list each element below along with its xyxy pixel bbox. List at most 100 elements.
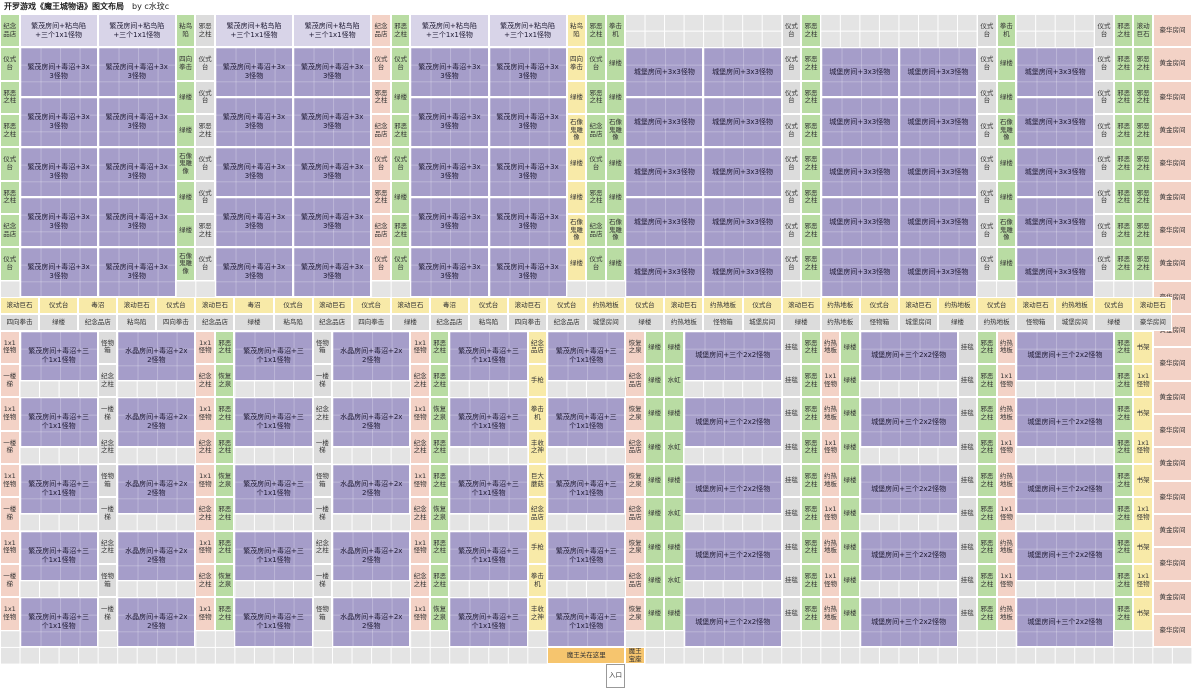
entrance: 入口 <box>605 664 626 688</box>
room: 城堡房间+三个2x2怪物 <box>859 330 958 381</box>
tile: 挂毯 <box>957 564 978 598</box>
tile: 豪华房间 <box>1152 214 1192 248</box>
tile: 约热地板 <box>820 297 860 314</box>
room: 繁茂房间+毒沼+3x3怪物 <box>488 247 567 298</box>
room: 城堡房间+三个2x2怪物 <box>1016 397 1114 448</box>
tile: 豪华房间 <box>1152 614 1192 648</box>
tile: 仪式台 <box>0 147 20 181</box>
tile: 绿楼 <box>840 497 860 531</box>
tile: 拳击机 <box>527 397 548 431</box>
tile: 仪式台 <box>859 297 899 314</box>
tile: 书架 <box>1133 330 1153 364</box>
tile: 1x1怪物 <box>820 364 841 398</box>
room: 城堡房间+三个2x2怪物 <box>859 530 958 581</box>
tile: 仪式台 <box>586 47 606 81</box>
room: 城堡房间+三个2x2怪物 <box>859 597 958 648</box>
room: 繁茂房间+毒沼+3x3怪物 <box>488 47 567 98</box>
room: 水晶房间+毒沼+2x2怪物 <box>117 464 196 514</box>
tile: 邪恶之柱 <box>801 497 821 531</box>
tile: 绿楼 <box>566 80 587 114</box>
tile: 纪念之柱 <box>195 430 215 464</box>
tile: 绿楼 <box>937 314 978 331</box>
tile: 仪式台 <box>1094 214 1114 248</box>
tile: 怪物箱 <box>97 564 118 598</box>
tile: 水虹 <box>664 497 684 531</box>
tile: 仪式台 <box>0 247 20 281</box>
tile: 滚动巨石 <box>390 297 430 314</box>
tile: 1x1怪物 <box>195 330 215 364</box>
tile: 纪念品店 <box>586 114 606 148</box>
tile: 约热地板 <box>996 530 1017 564</box>
tile: 水虹 <box>664 364 684 398</box>
room: 水晶房间+毒沼+2x2怪物 <box>117 597 196 648</box>
tile: 黄金房间 <box>1152 180 1192 214</box>
tile: 1x1怪物 <box>996 430 1017 464</box>
tile: 邪恶之柱 <box>1113 147 1134 181</box>
room: 水晶房间+毒沼+2x2怪物 <box>117 330 196 381</box>
tile: 一楼梯 <box>97 597 118 631</box>
tile: 邪恶之柱 <box>801 14 821 48</box>
tile: 邪恶之柱 <box>977 364 997 398</box>
tile: 绿楼 <box>605 47 626 81</box>
room: 繁茂房间+毒沼+3x3怪物 <box>410 247 489 298</box>
tile: 纪念之柱 <box>195 364 215 398</box>
tile: 邪恶之柱 <box>1113 530 1134 564</box>
tile: 绿楼 <box>644 364 665 398</box>
tile: 恢复之泉 <box>429 397 450 431</box>
tile: 1x1怪物 <box>195 464 215 498</box>
tile: 书架 <box>1133 464 1153 498</box>
tile: 绿楼 <box>644 564 665 598</box>
room: 繁茂房间+毒沼+三个1x1怪物 <box>19 330 98 381</box>
tile: 丰收之神 <box>527 597 548 631</box>
tile: 邪恶之柱 <box>1133 247 1153 281</box>
tile: 邪恶之柱 <box>0 180 20 214</box>
room: 城堡房间+3x3怪物 <box>898 97 978 148</box>
tile: 豪华房间 <box>1133 314 1173 331</box>
room: 繁茂房间+毒沼+三个1x1怪物 <box>547 530 626 581</box>
tile: 绿楼 <box>625 314 665 331</box>
tile: 1x1怪物 <box>195 397 215 431</box>
tile: 仪式台 <box>977 14 997 48</box>
tile: 约热地板 <box>977 314 1017 331</box>
tile: 邪恶之柱 <box>214 597 235 631</box>
tile: 邪恶之柱 <box>801 397 821 431</box>
tile: 1x1怪物 <box>996 564 1017 598</box>
tile: 绿楼 <box>781 314 821 331</box>
room: 城堡房间+3x3怪物 <box>625 97 704 148</box>
tile: 绿楼 <box>175 114 196 148</box>
tile: 石像鬼雕像 <box>566 114 587 148</box>
tile: 邪恶之柱 <box>586 80 606 114</box>
tile: 滚动巨石 <box>1016 297 1056 314</box>
tile: 书架 <box>1133 530 1153 564</box>
tile: 水虹 <box>664 564 684 598</box>
tile: 1x1怪物 <box>410 330 430 364</box>
tile: 纪念品店 <box>0 214 20 248</box>
room: 繁茂房间+毒沼+三个1x1怪物 <box>449 330 528 381</box>
tile: 仪式台 <box>977 180 997 214</box>
tile: 绿楼 <box>664 397 684 431</box>
tile: 邪恶之柱 <box>1113 14 1134 48</box>
tile: 纪念之柱 <box>410 564 430 598</box>
tile: 邪恶之柱 <box>977 597 997 631</box>
tile: 一楼梯 <box>312 364 333 398</box>
tile: 一楼梯 <box>0 364 20 398</box>
tile: 邪恶之柱 <box>1133 80 1153 114</box>
tile: 仪式台 <box>977 147 997 181</box>
tile: 挂毯 <box>781 364 802 398</box>
tile: 黄金房间 <box>1152 580 1192 614</box>
room: 水晶房间+毒沼+2x2怪物 <box>117 397 196 448</box>
tile: 挂毯 <box>957 330 978 364</box>
tile: 四向拳击 <box>0 314 40 331</box>
tile: 邪恶之柱 <box>214 330 235 364</box>
room: 繁茂房间+毒沼+3x3怪物 <box>19 197 98 248</box>
tile: 一楼梯 <box>0 564 20 598</box>
tile: 粘鸟陷 <box>566 14 587 48</box>
tile: 绿楼 <box>644 530 665 564</box>
room: 城堡房间+3x3怪物 <box>625 247 704 298</box>
tile: 仪式台 <box>39 297 79 314</box>
tile: 纪念之柱 <box>97 530 118 564</box>
tile: 1x1怪物 <box>0 464 20 498</box>
room: 繁茂房间+毒沼+3x3怪物 <box>410 47 489 98</box>
room: 城堡房间+3x3怪物 <box>1016 197 1095 248</box>
tile: 绿楼 <box>566 147 587 181</box>
